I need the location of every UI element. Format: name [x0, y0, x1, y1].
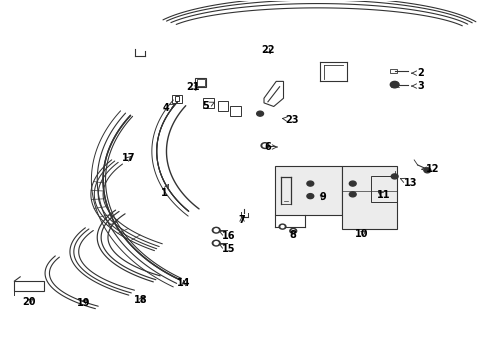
Circle shape [214, 229, 218, 231]
Text: 21: 21 [186, 82, 200, 92]
Text: 19: 19 [77, 298, 90, 308]
Text: 5: 5 [202, 102, 214, 112]
Text: 12: 12 [421, 164, 438, 174]
Circle shape [279, 224, 285, 229]
Text: 9: 9 [319, 192, 325, 202]
Text: 8: 8 [289, 230, 296, 239]
Circle shape [306, 194, 313, 199]
Circle shape [212, 227, 220, 233]
Text: 7: 7 [238, 215, 245, 225]
Circle shape [390, 174, 397, 179]
Bar [370, 176, 396, 202]
Bar [274, 166, 341, 215]
Bar [194, 78, 206, 87]
Circle shape [306, 181, 313, 186]
Bar [229, 106, 240, 116]
Text: 6: 6 [264, 142, 276, 152]
Text: 14: 14 [177, 278, 190, 288]
Circle shape [289, 228, 296, 233]
Circle shape [212, 240, 220, 246]
Bar [175, 96, 179, 101]
Circle shape [256, 111, 263, 116]
Text: 13: 13 [400, 178, 416, 188]
Circle shape [291, 230, 294, 232]
Circle shape [281, 226, 284, 228]
Text: 11: 11 [376, 190, 389, 200]
Text: 10: 10 [354, 229, 367, 239]
Text: 20: 20 [22, 297, 36, 307]
Circle shape [389, 81, 398, 88]
Text: 3: 3 [411, 81, 424, 91]
Text: 15: 15 [219, 244, 235, 254]
Text: 4: 4 [163, 103, 175, 113]
Circle shape [348, 192, 355, 197]
Text: 1: 1 [161, 184, 168, 198]
Text: 18: 18 [134, 295, 148, 305]
Circle shape [348, 181, 355, 186]
Circle shape [263, 144, 266, 147]
Text: 17: 17 [122, 153, 135, 163]
Bar [172, 95, 182, 103]
Bar [14, 281, 43, 291]
Bar [217, 101, 228, 111]
Circle shape [261, 143, 268, 148]
Circle shape [214, 242, 218, 244]
Bar [196, 79, 204, 86]
Text: 2: 2 [411, 68, 424, 78]
Bar [389, 69, 396, 73]
Text: 16: 16 [219, 231, 235, 240]
Circle shape [423, 168, 430, 173]
Bar [341, 166, 396, 229]
Bar [203, 98, 213, 108]
Text: 23: 23 [282, 115, 299, 125]
Text: 22: 22 [261, 45, 274, 55]
